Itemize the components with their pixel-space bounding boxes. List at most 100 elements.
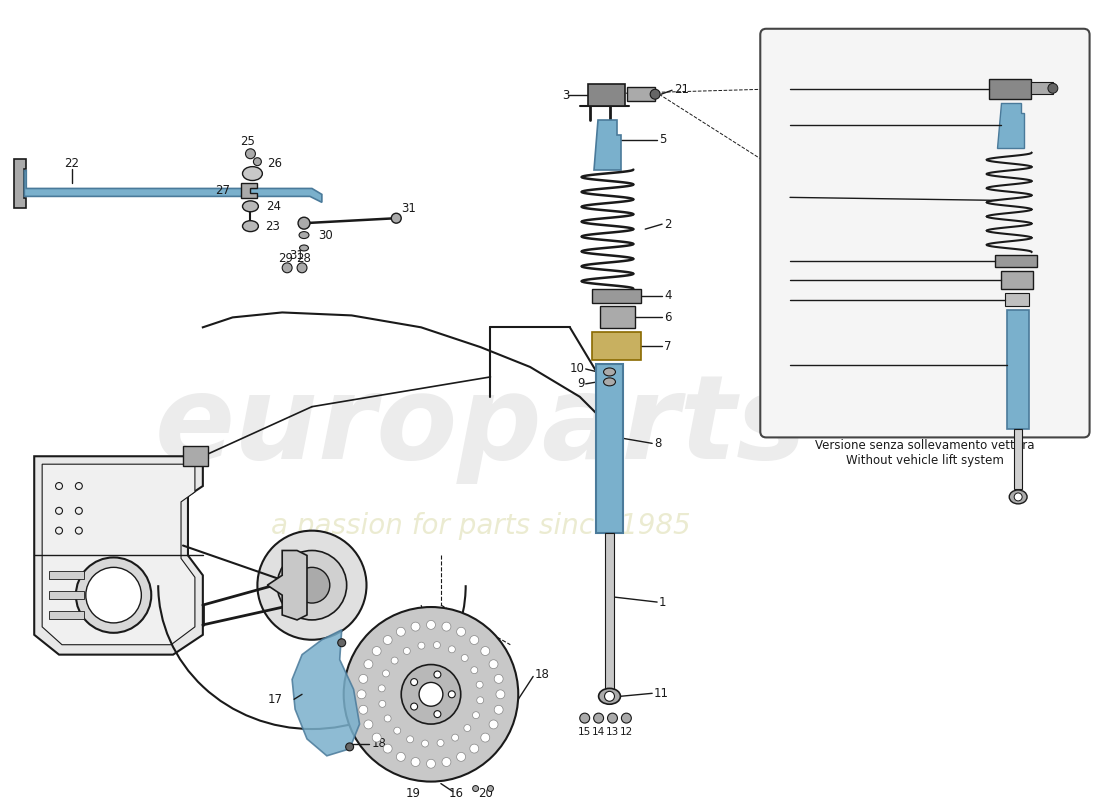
Circle shape — [410, 703, 418, 710]
Text: Versione senza sollevamento vettura
Without vehicle lift system: Versione senza sollevamento vettura With… — [815, 439, 1035, 467]
Circle shape — [456, 753, 465, 762]
Text: 29: 29 — [277, 252, 293, 266]
Circle shape — [442, 758, 451, 766]
Circle shape — [464, 725, 471, 731]
Text: 16: 16 — [449, 787, 463, 800]
Circle shape — [650, 90, 660, 99]
Circle shape — [343, 607, 518, 782]
Circle shape — [580, 713, 590, 723]
Bar — [592, 332, 641, 360]
Bar — [1008, 310, 1030, 430]
Circle shape — [257, 530, 366, 640]
Bar — [1014, 430, 1022, 489]
Text: 25: 25 — [240, 135, 255, 148]
Circle shape — [449, 646, 455, 653]
Circle shape — [411, 622, 420, 631]
Bar — [600, 306, 636, 328]
Polygon shape — [998, 103, 1024, 148]
Polygon shape — [24, 170, 322, 202]
Circle shape — [411, 758, 420, 766]
Circle shape — [481, 646, 490, 655]
Ellipse shape — [604, 378, 616, 386]
Circle shape — [456, 627, 465, 636]
Circle shape — [427, 621, 436, 630]
Circle shape — [1048, 83, 1058, 94]
Bar — [595, 364, 624, 533]
Text: 1: 1 — [781, 358, 788, 371]
Text: 4: 4 — [664, 289, 672, 302]
Circle shape — [471, 666, 477, 674]
Circle shape — [338, 638, 345, 646]
Ellipse shape — [299, 232, 309, 238]
Circle shape — [392, 657, 398, 664]
Bar — [605, 533, 615, 691]
Bar — [996, 255, 1037, 267]
Circle shape — [473, 712, 480, 718]
Circle shape — [442, 622, 451, 631]
Bar — [1005, 293, 1030, 306]
Text: 5: 5 — [781, 118, 788, 131]
Text: 26: 26 — [267, 157, 283, 170]
Ellipse shape — [242, 201, 258, 212]
Text: 18: 18 — [372, 738, 386, 750]
Circle shape — [383, 635, 392, 645]
Circle shape — [378, 701, 386, 707]
Circle shape — [410, 678, 418, 686]
Circle shape — [494, 706, 503, 714]
Circle shape — [404, 647, 410, 654]
Bar — [1031, 82, 1053, 94]
Circle shape — [1014, 493, 1022, 501]
FancyBboxPatch shape — [760, 29, 1090, 438]
Polygon shape — [594, 120, 621, 170]
Text: 6: 6 — [781, 274, 788, 286]
Ellipse shape — [242, 221, 258, 232]
Circle shape — [396, 627, 405, 636]
Circle shape — [76, 558, 152, 633]
Circle shape — [297, 263, 307, 273]
Text: 8: 8 — [654, 437, 661, 450]
Text: 19: 19 — [406, 787, 420, 800]
Circle shape — [481, 733, 490, 742]
Text: 1: 1 — [659, 595, 667, 609]
Text: 5: 5 — [659, 134, 667, 146]
Circle shape — [383, 744, 392, 753]
Ellipse shape — [604, 368, 616, 376]
Circle shape — [383, 670, 389, 677]
Bar — [627, 87, 656, 101]
Text: 28: 28 — [297, 252, 311, 266]
Circle shape — [437, 739, 444, 746]
Text: 30: 30 — [318, 229, 332, 242]
Circle shape — [487, 786, 494, 791]
Text: 15: 15 — [579, 727, 592, 737]
Circle shape — [372, 646, 382, 655]
Circle shape — [621, 713, 631, 723]
Circle shape — [490, 660, 498, 669]
Polygon shape — [267, 550, 307, 620]
Circle shape — [378, 685, 385, 692]
Circle shape — [605, 691, 615, 702]
Polygon shape — [42, 464, 195, 645]
Text: 24: 24 — [266, 200, 282, 213]
Text: 9: 9 — [578, 378, 585, 390]
Circle shape — [253, 158, 262, 166]
Circle shape — [294, 567, 330, 603]
Circle shape — [283, 263, 293, 273]
Circle shape — [384, 715, 392, 722]
Bar — [592, 289, 641, 302]
Text: 32: 32 — [773, 293, 788, 306]
Text: 2: 2 — [664, 218, 672, 230]
Text: europarts: europarts — [154, 369, 806, 484]
Bar — [50, 611, 84, 619]
Circle shape — [470, 635, 478, 645]
Text: 27: 27 — [216, 184, 231, 197]
Bar — [183, 446, 208, 466]
Circle shape — [433, 710, 441, 718]
Text: 21: 21 — [674, 82, 689, 96]
Circle shape — [449, 691, 455, 698]
Circle shape — [427, 759, 436, 768]
Bar — [587, 84, 626, 106]
Text: 22: 22 — [65, 157, 79, 170]
Circle shape — [476, 682, 483, 688]
Text: 14: 14 — [592, 727, 605, 737]
Circle shape — [345, 743, 353, 751]
